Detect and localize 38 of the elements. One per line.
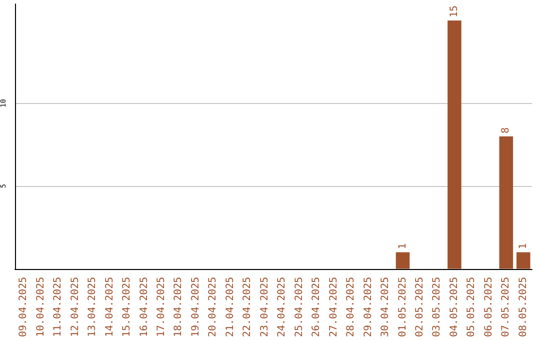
x-tick-label: 27.04.2025 bbox=[328, 276, 340, 338]
x-tick-label: 19.04.2025 bbox=[190, 276, 202, 338]
x-tick-label: 25.04.2025 bbox=[294, 276, 305, 338]
x-tick-label: 28.04.2025 bbox=[346, 276, 357, 338]
x-tick-label: 09.04.2025 bbox=[18, 276, 30, 338]
data-label: 1 bbox=[518, 243, 529, 250]
data-label: 1 bbox=[397, 243, 408, 250]
bar bbox=[448, 20, 462, 269]
x-tick-label: 08.05.2025 bbox=[518, 276, 529, 338]
x-tick-label: 14.04.2025 bbox=[104, 276, 116, 338]
x-tick-label: 30.04.2025 bbox=[380, 276, 392, 338]
x-tick-label: 22.04.2025 bbox=[242, 276, 254, 338]
x-tick-label: 10.04.2025 bbox=[35, 276, 46, 338]
x-tick-label: 21.04.2025 bbox=[224, 276, 236, 338]
x-tick-label: 24.04.2025 bbox=[276, 276, 288, 338]
bar bbox=[516, 252, 530, 269]
x-tick-label: 03.05.2025 bbox=[432, 276, 443, 338]
x-tick-label: 04.05.2025 bbox=[448, 276, 460, 338]
x-tick-label: 11.04.2025 bbox=[52, 276, 64, 338]
x-tick-label: 06.05.2025 bbox=[483, 276, 494, 338]
x-tick-label: 15.04.2025 bbox=[122, 276, 133, 338]
x-tick-label: 01.05.2025 bbox=[397, 276, 408, 338]
x-tick-label: 13.04.2025 bbox=[87, 276, 98, 338]
x-tick-label: 26.04.2025 bbox=[311, 276, 322, 338]
x-tick-label: 16.04.2025 bbox=[138, 276, 150, 338]
x-tick-label: 07.05.2025 bbox=[500, 276, 512, 338]
x-tick-label: 12.04.2025 bbox=[70, 276, 81, 338]
data-label: 15 bbox=[448, 6, 460, 18]
x-tick-label: 05.05.2025 bbox=[466, 276, 478, 338]
bar bbox=[396, 252, 410, 269]
x-tick-label: 18.04.2025 bbox=[173, 276, 184, 338]
x-tick-label: 20.04.2025 bbox=[208, 276, 219, 338]
x-tick-label: 02.05.2025 bbox=[414, 276, 426, 338]
x-tick-label: 29.04.2025 bbox=[362, 276, 374, 338]
data-label: 8 bbox=[500, 127, 512, 134]
x-tick-label: 17.04.2025 bbox=[156, 276, 167, 338]
bar bbox=[499, 136, 514, 269]
x-tick-label: 23.04.2025 bbox=[259, 276, 270, 338]
